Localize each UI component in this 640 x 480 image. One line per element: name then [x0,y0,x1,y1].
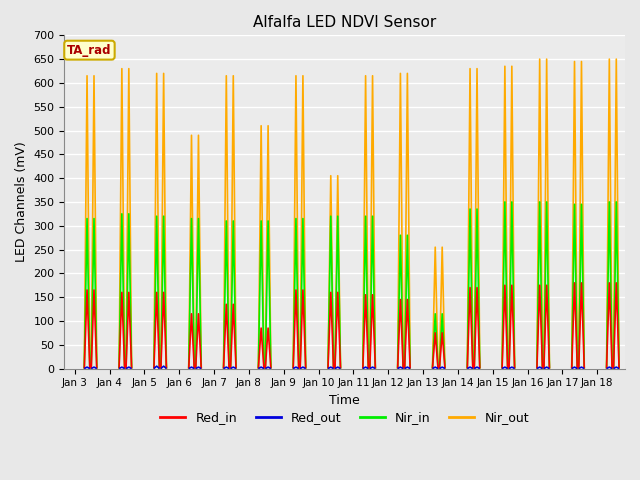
X-axis label: Time: Time [330,394,360,407]
Legend: Red_in, Red_out, Nir_in, Nir_out: Red_in, Red_out, Nir_in, Nir_out [156,406,534,429]
Text: TA_rad: TA_rad [67,44,112,57]
Title: Alfalfa LED NDVI Sensor: Alfalfa LED NDVI Sensor [253,15,436,30]
Y-axis label: LED Channels (mV): LED Channels (mV) [15,142,28,262]
